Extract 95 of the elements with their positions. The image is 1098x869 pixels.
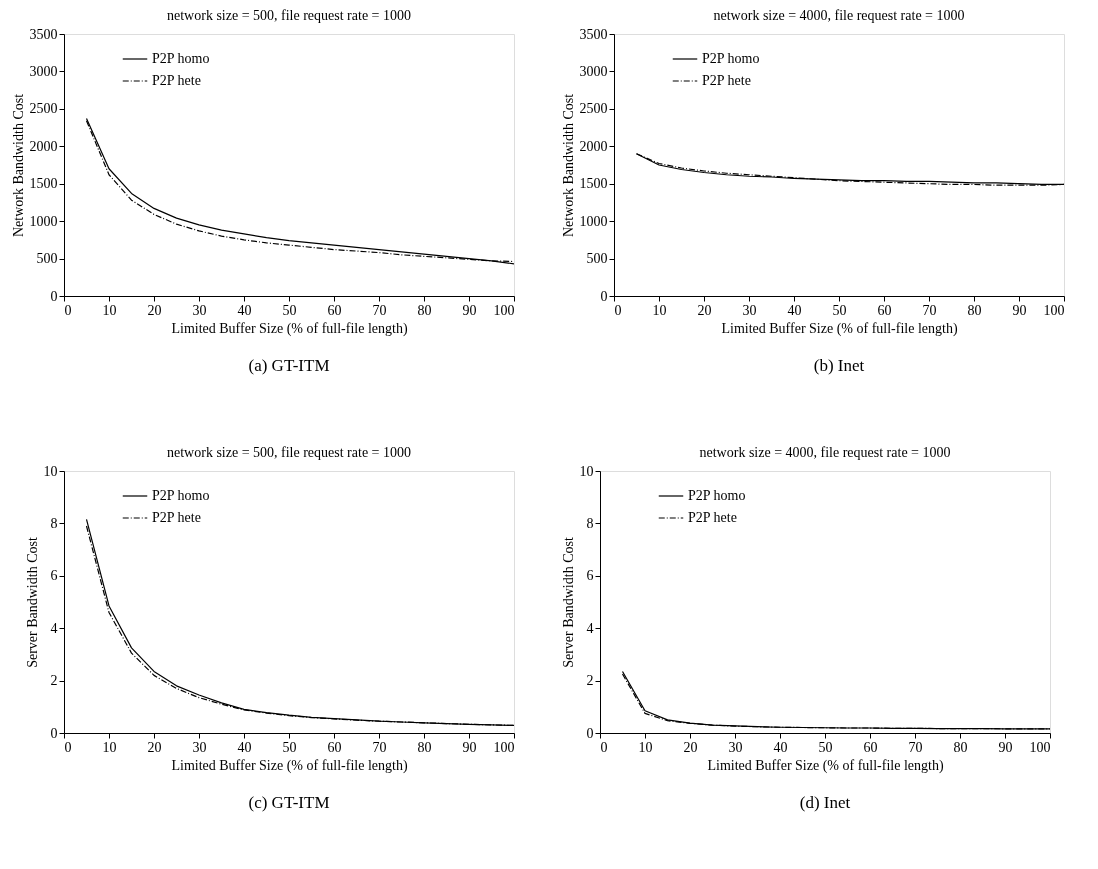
y-tick-label: 0	[50, 725, 58, 741]
legend-label: P2P homo	[152, 488, 210, 503]
x-tick-label: 80	[967, 302, 982, 318]
y-tick-label: 500	[586, 251, 608, 267]
legend-label: P2P hete	[702, 73, 751, 88]
legend-label: P2P hete	[152, 73, 201, 88]
x-tick-label: 30	[192, 739, 207, 755]
x-axis-title: Limited Buffer Size (% of full-file length)	[707, 757, 944, 774]
x-tick-label: 50	[818, 739, 833, 755]
y-tick-label: 0	[50, 288, 58, 304]
y-tick-label: 2500	[29, 101, 58, 117]
text: (c) GT-ITM	[248, 793, 330, 812]
y-tick-label: 2	[586, 673, 594, 689]
y-axis-title: Network Bandwidth Cost	[560, 93, 576, 238]
legend-label: P2P homo	[152, 51, 210, 66]
x-tick-label: 20	[697, 302, 712, 318]
x-tick-label: 40	[237, 302, 252, 318]
legend-label: P2P hete	[688, 510, 737, 525]
x-axis-title: Limited Buffer Size (% of full-file length)	[171, 320, 408, 337]
x-tick-label: 20	[147, 302, 162, 318]
y-tick-label: 1000	[29, 213, 58, 229]
x-tick-label: 20	[683, 739, 698, 755]
x-tick-label: 60	[327, 302, 342, 318]
x-tick-label: 90	[998, 739, 1013, 755]
x-tick-label: 0	[64, 739, 72, 755]
y-tick-label: 6	[50, 568, 58, 584]
x-tick-label: 100	[493, 302, 515, 318]
x-tick-label: 70	[908, 739, 923, 755]
x-tick-label: 90	[462, 739, 477, 755]
y-tick-label: 6	[586, 568, 594, 584]
x-tick-label: 30	[742, 302, 757, 318]
y-tick-label: 2	[50, 673, 58, 689]
x-tick-label: 80	[953, 739, 968, 755]
y-tick-label: 2000	[579, 138, 608, 154]
x-tick-label: 0	[614, 302, 622, 318]
x-tick-label: 80	[417, 302, 432, 318]
x-tick-label: 30	[192, 302, 207, 318]
x-tick-label: 50	[282, 739, 297, 755]
x-tick-label: 50	[832, 302, 847, 318]
x-tick-label: 70	[372, 739, 387, 755]
chart-title: network size = 500, file request rate = 1000	[167, 445, 411, 460]
x-tick-label: 100	[1043, 302, 1065, 318]
text: (b) Inet	[813, 356, 865, 375]
legend-label: P2P homo	[702, 51, 760, 66]
x-tick-label: 50	[282, 302, 297, 318]
y-tick-label: 4	[50, 620, 58, 636]
x-tick-label: 100	[493, 739, 515, 755]
x-tick-label: 0	[64, 302, 72, 318]
x-axis-title: Limited Buffer Size (% of full-file length)	[171, 757, 408, 774]
y-axis-title: Server Bandwidth Cost	[560, 537, 576, 668]
text: (d) Inet	[799, 793, 851, 812]
y-tick-label: 2500	[579, 101, 608, 117]
x-tick-label: 20	[147, 739, 162, 755]
text: (a) GT-ITM	[248, 356, 330, 375]
x-tick-label: 40	[237, 739, 252, 755]
y-tick-label: 3500	[579, 26, 608, 42]
y-axis-title: Network Bandwidth Cost	[10, 93, 26, 238]
x-tick-label: 60	[863, 739, 878, 755]
chart-title: network size = 4000, file request rate = 1000	[699, 445, 951, 460]
y-tick-label: 8	[50, 515, 58, 531]
x-tick-label: 40	[773, 739, 788, 755]
y-tick-label: 4	[586, 620, 594, 636]
x-tick-label: 10	[638, 739, 653, 755]
x-tick-label: 60	[877, 302, 892, 318]
y-axis-title: Server Bandwidth Cost	[24, 537, 40, 668]
x-tick-label: 70	[922, 302, 937, 318]
x-tick-label: 80	[417, 739, 432, 755]
x-tick-label: 30	[728, 739, 743, 755]
y-tick-label: 500	[36, 251, 58, 267]
x-tick-label: 40	[787, 302, 802, 318]
y-tick-label: 3500	[29, 26, 58, 42]
y-tick-label: 2000	[29, 138, 58, 154]
y-tick-label: 3000	[29, 63, 58, 79]
y-tick-label: 10	[43, 463, 58, 479]
y-tick-label: 10	[579, 463, 594, 479]
x-tick-label: 10	[102, 739, 117, 755]
legend-label: P2P hete	[152, 510, 201, 525]
x-tick-label: 90	[462, 302, 477, 318]
x-tick-label: 70	[372, 302, 387, 318]
y-tick-label: 1000	[579, 213, 608, 229]
chart-title: network size = 4000, file request rate = 1000	[713, 8, 965, 23]
x-tick-label: 10	[102, 302, 117, 318]
y-tick-label: 0	[600, 288, 608, 304]
y-tick-label: 1500	[579, 176, 608, 192]
y-tick-label: 0	[586, 725, 594, 741]
x-tick-label: 60	[327, 739, 342, 755]
x-axis-title: Limited Buffer Size (% of full-file length)	[721, 320, 958, 337]
x-tick-label: 100	[1029, 739, 1051, 755]
chart-title: network size = 500, file request rate = 1000	[167, 8, 411, 23]
y-tick-label: 3000	[579, 63, 608, 79]
x-tick-label: 10	[652, 302, 667, 318]
y-tick-label: 1500	[29, 176, 58, 192]
x-tick-label: 90	[1012, 302, 1027, 318]
y-tick-label: 8	[586, 515, 594, 531]
legend-label: P2P homo	[688, 488, 746, 503]
